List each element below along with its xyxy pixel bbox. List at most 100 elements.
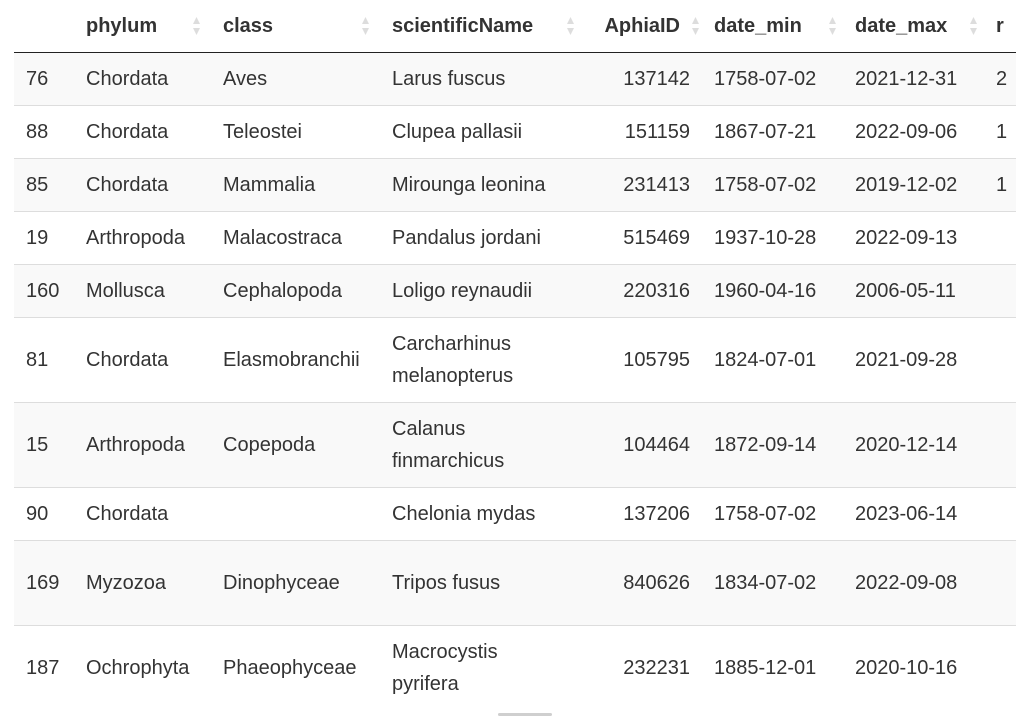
extra-column-cell — [984, 540, 1016, 626]
scientific-name-cell: Loligo reynaudii — [380, 264, 577, 318]
table-row: 90 Chordata Chelonia mydas 137206 1758-07-02… — [14, 487, 1016, 541]
class-cell — [211, 487, 380, 541]
date-min-cell: 1872-09-14 — [702, 402, 843, 488]
row-index-cell: 160 — [14, 264, 74, 318]
sort-icon[interactable] — [969, 15, 978, 37]
row-index-cell: 169 — [14, 540, 74, 626]
scientific-name-cell: Macrocystis pyrifera — [380, 625, 577, 710]
header-phylum[interactable]: phylum — [74, 0, 211, 53]
extra-column-cell: 1 — [984, 105, 1016, 159]
header-class[interactable]: class — [211, 0, 380, 53]
date-max-cell: 2023-06-14 — [843, 487, 984, 541]
species-table: phylum class scientificName AphiaID date… — [14, 0, 1016, 710]
date-max-cell: 2022-09-06 — [843, 105, 984, 159]
scientific-name-cell: Pandalus jordani — [380, 211, 577, 265]
scientific-name-cell: Clupea pallasii — [380, 105, 577, 159]
sort-icon[interactable] — [566, 15, 575, 37]
phylum-cell: Arthropoda — [74, 402, 211, 488]
date-max-cell: 2020-10-16 — [843, 625, 984, 710]
header-scientificname[interactable]: scientificName — [380, 0, 577, 53]
header-label: phylum — [86, 15, 158, 37]
scientific-name-cell: Mirounga leonina — [380, 158, 577, 212]
class-cell: Elasmobranchii — [211, 317, 380, 403]
date-max-cell: 2022-09-08 — [843, 540, 984, 626]
table-row: 76 Chordata Aves Larus fuscus 137142 1758-07-… — [14, 52, 1016, 106]
sort-icon[interactable] — [361, 15, 370, 37]
class-cell: Copepoda — [211, 402, 380, 488]
row-index-cell: 19 — [14, 211, 74, 265]
scroll-handle[interactable] — [498, 713, 552, 716]
class-cell: Cephalopoda — [211, 264, 380, 318]
class-cell: Teleostei — [211, 105, 380, 159]
class-cell: Malacostraca — [211, 211, 380, 265]
header-extra[interactable]: r — [984, 0, 1016, 53]
date-min-cell: 1937-10-28 — [702, 211, 843, 265]
phylum-cell: Chordata — [74, 52, 211, 106]
row-index-cell: 76 — [14, 52, 74, 106]
extra-column-cell — [984, 264, 1016, 318]
aphiaid-cell: 137142 — [577, 52, 702, 106]
data-table-container: phylum class scientificName AphiaID date… — [14, 0, 1016, 716]
aphiaid-cell: 137206 — [577, 487, 702, 541]
extra-column-cell — [984, 317, 1016, 403]
row-index-cell: 187 — [14, 625, 74, 710]
date-max-cell: 2022-09-13 — [843, 211, 984, 265]
date-min-cell: 1960-04-16 — [702, 264, 843, 318]
header-date-min[interactable]: date_min — [702, 0, 843, 53]
scientific-name-cell: Tripos fusus — [380, 540, 577, 626]
header-label: AphiaID — [604, 15, 680, 37]
extra-column-cell — [984, 211, 1016, 265]
class-cell: Aves — [211, 52, 380, 106]
aphiaid-cell: 232231 — [577, 625, 702, 710]
table-row: 160 Mollusca Cephalopoda Loligo reynaudii 22… — [14, 264, 1016, 318]
aphiaid-cell: 151159 — [577, 105, 702, 159]
table-row: 169 Myzozoa Dinophyceae Tripos fusus 840626 1… — [14, 540, 1016, 626]
date-min-cell: 1824-07-01 — [702, 317, 843, 403]
phylum-cell: Arthropoda — [74, 211, 211, 265]
table-row: 88 Chordata Teleostei Clupea pallasii 151159… — [14, 105, 1016, 159]
header-label: r — [996, 15, 1004, 37]
header-date-max[interactable]: date_max — [843, 0, 984, 53]
row-index-cell: 88 — [14, 105, 74, 159]
date-max-cell: 2021-12-31 — [843, 52, 984, 106]
phylum-cell: Chordata — [74, 158, 211, 212]
header-aphiaid[interactable]: AphiaID — [577, 0, 702, 53]
scientific-name-cell: Carcharhinus melanopterus — [380, 317, 577, 403]
header-label: class — [223, 15, 274, 37]
table-header: phylum class scientificName AphiaID date… — [14, 0, 1016, 53]
row-index-cell: 90 — [14, 487, 74, 541]
phylum-cell: Myzozoa — [74, 540, 211, 626]
header-index — [14, 0, 74, 53]
header-label: date_min — [714, 15, 802, 37]
date-min-cell: 1867-07-21 — [702, 105, 843, 159]
aphiaid-cell: 840626 — [577, 540, 702, 626]
date-min-cell: 1758-07-02 — [702, 52, 843, 106]
class-cell: Dinophyceae — [211, 540, 380, 626]
row-index-cell: 15 — [14, 402, 74, 488]
aphiaid-cell: 231413 — [577, 158, 702, 212]
scientific-name-cell: Chelonia mydas — [380, 487, 577, 541]
aphiaid-cell: 104464 — [577, 402, 702, 488]
date-min-cell: 1885-12-01 — [702, 625, 843, 710]
sort-icon[interactable] — [691, 15, 700, 37]
row-index-cell: 81 — [14, 317, 74, 403]
scientific-name-cell: Larus fuscus — [380, 52, 577, 106]
extra-column-cell: 2 — [984, 52, 1016, 106]
class-cell: Mammalia — [211, 158, 380, 212]
table-row: 19 Arthropoda Malacostraca Pandalus jordani… — [14, 211, 1016, 265]
table-row: 15 Arthropoda Copepoda Calanus finmarchicus… — [14, 402, 1016, 488]
extra-column-cell — [984, 487, 1016, 541]
aphiaid-cell: 515469 — [577, 211, 702, 265]
table-row: 85 Chordata Mammalia Mirounga leonina 231413… — [14, 158, 1016, 212]
sort-icon[interactable] — [192, 15, 201, 37]
extra-column-cell — [984, 402, 1016, 488]
scientific-name-cell: Calanus finmarchicus — [380, 402, 577, 488]
header-label: date_max — [855, 15, 948, 37]
phylum-cell: Chordata — [74, 487, 211, 541]
sort-icon[interactable] — [828, 15, 837, 37]
date-min-cell: 1758-07-02 — [702, 158, 843, 212]
class-cell: Phaeophyceae — [211, 625, 380, 710]
phylum-cell: Chordata — [74, 317, 211, 403]
header-label: scientificName — [392, 15, 534, 37]
date-min-cell: 1758-07-02 — [702, 487, 843, 541]
